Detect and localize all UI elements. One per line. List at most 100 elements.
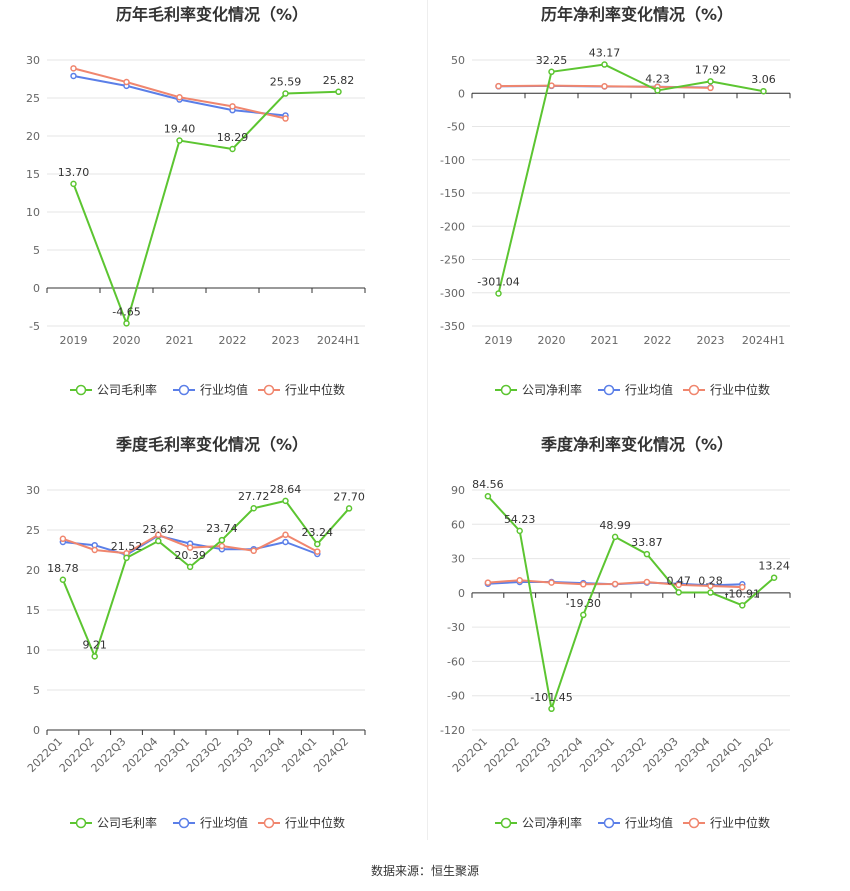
legend-label-median[interactable]: 行业中位数: [285, 382, 345, 397]
data-point-company[interactable]: [484, 492, 492, 500]
data-point-company[interactable]: [495, 290, 502, 297]
x-tick-label: 2022: [644, 334, 672, 347]
legend-marker-avg[interactable]: [603, 384, 615, 396]
data-point-company[interactable]: [229, 145, 236, 153]
legend-label-company[interactable]: 公司净利率: [522, 382, 582, 397]
data-point-company[interactable]: [643, 550, 651, 558]
data-point-company[interactable]: [250, 504, 257, 512]
data-point-median[interactable]: [70, 65, 77, 72]
legend-marker-median[interactable]: [263, 817, 275, 829]
y-tick-label: 60: [451, 518, 465, 531]
legend-marker-company[interactable]: [500, 384, 512, 396]
data-label: -10.91: [725, 587, 760, 600]
data-label: -101.45: [530, 691, 572, 704]
data-point-company[interactable]: [548, 68, 555, 76]
data-point-median[interactable]: [123, 78, 130, 86]
data-point-median[interactable]: [91, 546, 98, 554]
data-label: 33.87: [631, 536, 663, 549]
legend-marker-company[interactable]: [75, 817, 87, 829]
data-point-company[interactable]: [123, 554, 130, 562]
data-point-median[interactable]: [176, 93, 183, 101]
series-line-company: [497, 63, 764, 294]
data-point-median[interactable]: [548, 579, 555, 586]
data-point-median[interactable]: [250, 547, 257, 555]
legend-label-avg[interactable]: 行业均值: [625, 815, 673, 830]
data-point-median[interactable]: [484, 579, 492, 586]
data-label: 21.52: [111, 540, 143, 553]
data-point-company[interactable]: [739, 602, 746, 609]
legend-label-avg[interactable]: 行业均值: [625, 382, 673, 397]
data-label: 13.24: [758, 560, 790, 573]
legend-label-avg[interactable]: 行业均值: [200, 815, 248, 830]
data-point-median[interactable]: [611, 580, 619, 588]
y-tick-label: 15: [26, 168, 40, 181]
legend-label-company[interactable]: 公司毛利率: [97, 815, 157, 830]
y-tick-label: -250: [440, 254, 465, 267]
data-point-median[interactable]: [643, 578, 651, 586]
data-point-company[interactable]: [218, 536, 226, 544]
data-point-median[interactable]: [282, 115, 289, 122]
data-point-company[interactable]: [345, 505, 353, 512]
legend-marker-avg[interactable]: [603, 817, 615, 829]
legend-marker-avg[interactable]: [178, 817, 190, 829]
data-point-company[interactable]: [675, 589, 682, 596]
data-point-company[interactable]: [601, 61, 608, 68]
data-point-company[interactable]: [548, 705, 555, 713]
legend-marker-company[interactable]: [500, 817, 512, 829]
legend-marker-median[interactable]: [688, 817, 700, 829]
data-point-company[interactable]: [707, 589, 714, 596]
data-label: 23.74: [206, 522, 238, 535]
data-point-median[interactable]: [218, 542, 226, 550]
data-point-company[interactable]: [516, 527, 523, 535]
data-point-median[interactable]: [59, 535, 67, 543]
data-point-company[interactable]: [654, 87, 661, 94]
data-point-median[interactable]: [495, 82, 502, 90]
data-point-median[interactable]: [282, 531, 289, 539]
x-tick-label: 2023: [272, 334, 300, 347]
data-point-median[interactable]: [516, 577, 523, 584]
data-point-company[interactable]: [707, 78, 714, 85]
data-point-median[interactable]: [675, 581, 682, 589]
legend-marker-median[interactable]: [263, 384, 275, 396]
data-point-median[interactable]: [548, 82, 555, 89]
data-point-median[interactable]: [601, 83, 608, 90]
data-label: 28.64: [270, 483, 302, 496]
data-point-company[interactable]: [770, 574, 778, 581]
legend-label-company[interactable]: 公司毛利率: [97, 382, 157, 397]
data-point-company[interactable]: [282, 90, 289, 97]
y-tick-label: -90: [447, 690, 465, 703]
legend-label-avg[interactable]: 行业均值: [200, 382, 248, 397]
legend-marker-company[interactable]: [75, 384, 87, 396]
legend-marker-avg[interactable]: [178, 384, 190, 396]
data-point-company[interactable]: [186, 563, 194, 571]
data-point-avg[interactable]: [282, 538, 289, 546]
data-point-company[interactable]: [314, 540, 321, 548]
data-point-company[interactable]: [580, 611, 587, 619]
data-point-median[interactable]: [707, 84, 714, 92]
y-tick-label: -200: [440, 220, 465, 233]
data-point-median[interactable]: [186, 544, 194, 551]
data-point-company[interactable]: [176, 137, 183, 144]
legend-label-median[interactable]: 行业中位数: [710, 815, 770, 830]
data-point-company[interactable]: [155, 537, 162, 545]
data-point-company[interactable]: [335, 88, 342, 96]
data-point-company[interactable]: [70, 180, 77, 188]
data-point-company[interactable]: [760, 87, 767, 95]
data-point-median[interactable]: [314, 548, 321, 555]
data-point-company[interactable]: [123, 320, 130, 327]
data-point-company[interactable]: [611, 533, 619, 541]
data-point-median[interactable]: [707, 582, 714, 590]
data-point-median[interactable]: [229, 103, 236, 110]
data-point-median[interactable]: [155, 531, 162, 539]
legend-marker-median[interactable]: [688, 384, 700, 396]
data-point-median[interactable]: [580, 581, 587, 588]
data-point-company[interactable]: [59, 576, 67, 584]
legend-label-median[interactable]: 行业中位数: [285, 815, 345, 830]
data-point-avg[interactable]: [70, 72, 77, 80]
data-point-company[interactable]: [282, 497, 289, 505]
legend-label-company[interactable]: 公司净利率: [522, 815, 582, 830]
data-point-median[interactable]: [739, 583, 746, 591]
legend-label-median[interactable]: 行业中位数: [710, 382, 770, 397]
data-point-company[interactable]: [91, 653, 98, 660]
y-tick-label: 10: [26, 206, 40, 219]
